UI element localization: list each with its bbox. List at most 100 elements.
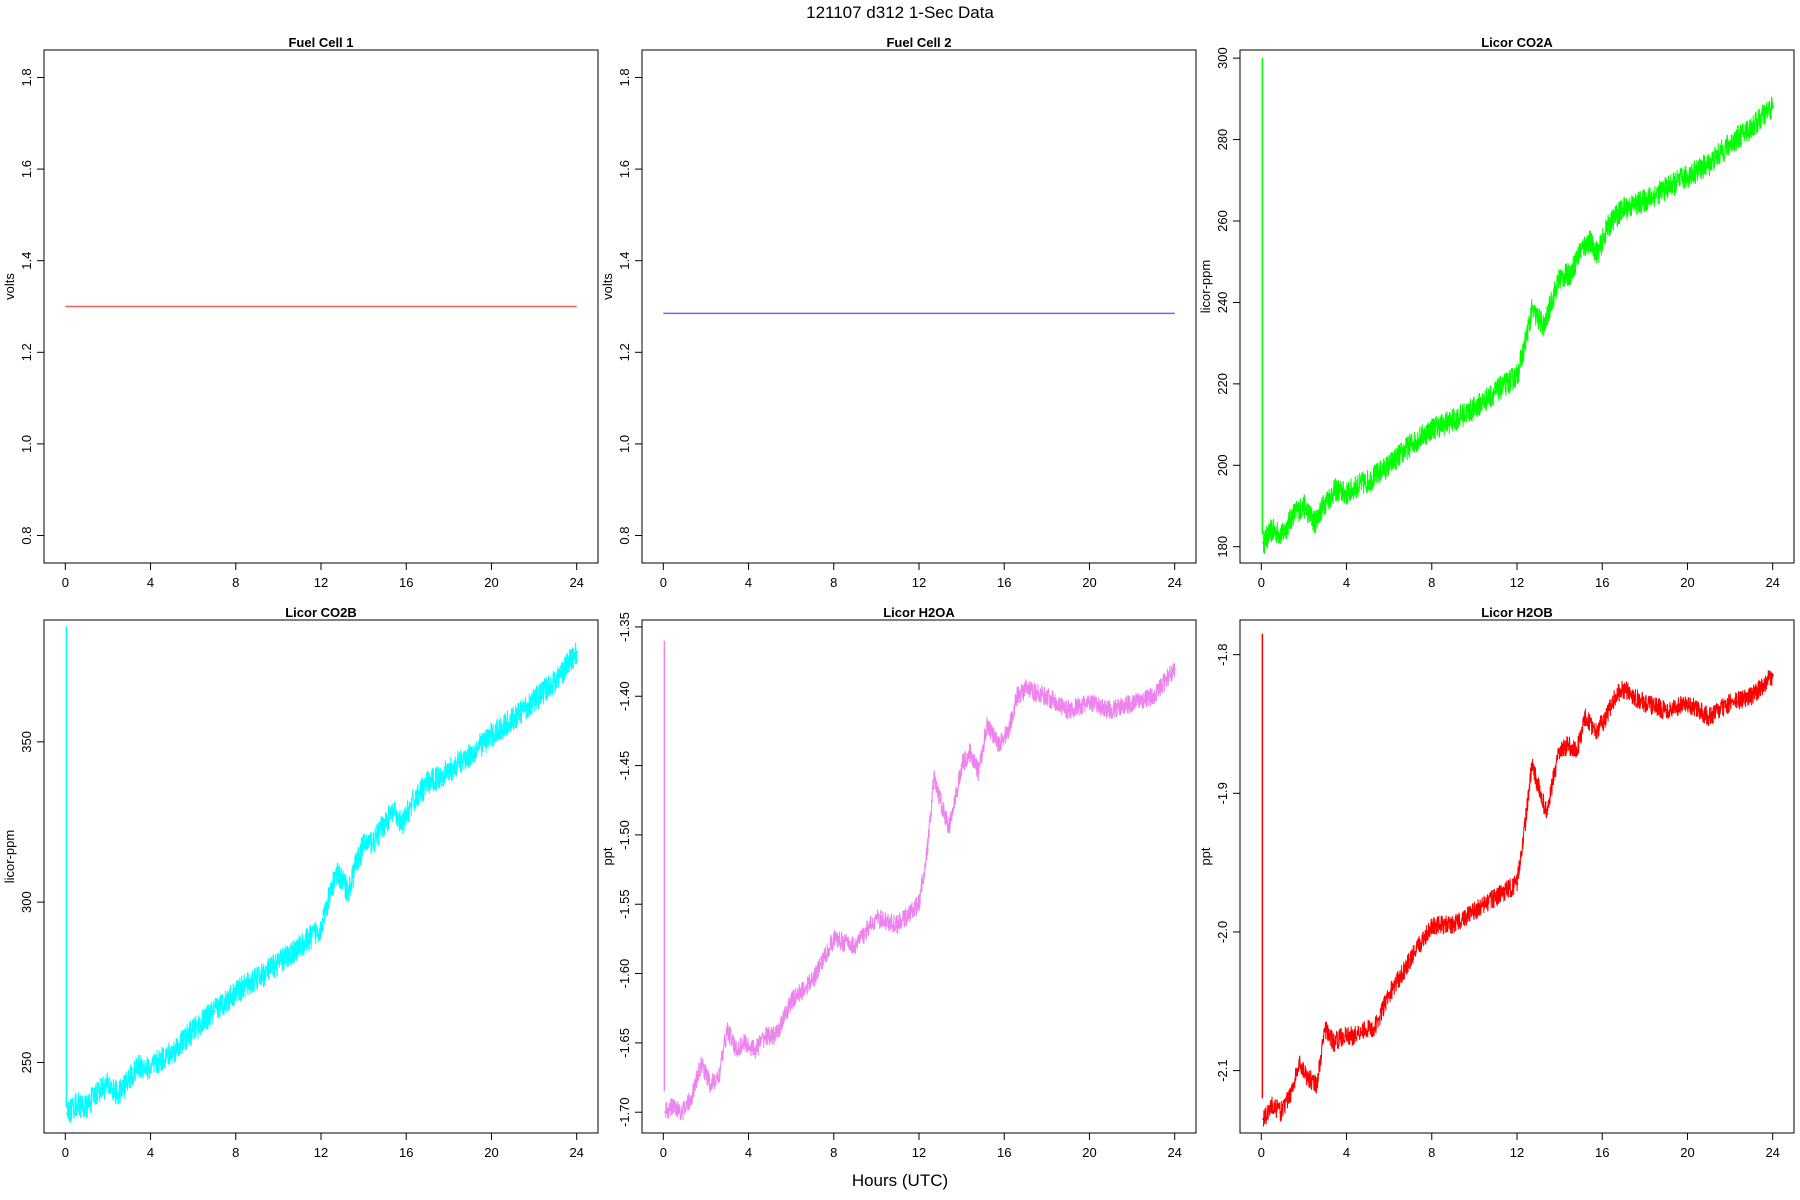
data-point — [409, 804, 412, 808]
y-tick-label: 280 — [1215, 129, 1230, 151]
data-point — [1152, 695, 1155, 698]
data-point — [1575, 750, 1578, 753]
y-axis: -1.70 -1.65 -1.60 -1.55 -1.50 -1.45 -1.40 -1.35 — [617, 612, 643, 1127]
data-point — [954, 799, 957, 802]
data-point — [1409, 443, 1412, 447]
data-point — [1594, 729, 1598, 733]
x-tick-label: 0 — [660, 575, 667, 590]
data-point — [149, 1067, 152, 1071]
x-tick-label: 12 — [1510, 1145, 1524, 1160]
data-point — [1324, 1027, 1327, 1031]
y-tick-label: -1.35 — [617, 612, 632, 642]
y-tick-label: -1.70 — [617, 1097, 632, 1127]
data-point — [789, 1000, 793, 1003]
series-line — [66, 642, 578, 1123]
data-point — [575, 650, 578, 654]
data-point — [1015, 695, 1019, 698]
data-point — [1664, 708, 1668, 712]
y-tick-label: 350 — [19, 731, 34, 753]
data-point — [926, 847, 929, 850]
data-point — [1451, 923, 1455, 927]
chart-panel-1: Fuel Cell 1 0 4 8 12 16 20 24 0.8 1.0 1.2 1.4 1.6 1.8… — [2, 35, 599, 590]
y-axis-label: licor-ppm — [2, 830, 17, 883]
y-axis: 180 200 220 240 260 280 300 — [1215, 47, 1241, 558]
y-tick-label: -2.0 — [1215, 921, 1230, 943]
data-point — [1707, 715, 1710, 719]
y-tick-label: -1.55 — [617, 889, 632, 919]
data-point — [1324, 500, 1327, 504]
data-point — [1530, 309, 1534, 312]
y-tick-label: 1.2 — [19, 343, 34, 361]
x-tick-label: 16 — [399, 1145, 413, 1160]
x-tick-label: 16 — [1595, 575, 1609, 590]
data-point — [1366, 480, 1370, 483]
data-point — [1530, 764, 1534, 767]
data-point — [117, 1093, 120, 1096]
x-tick-label: 20 — [1082, 575, 1096, 590]
data-point — [1622, 207, 1625, 210]
data-series-1 — [663, 640, 1176, 1121]
data-point — [1494, 896, 1497, 899]
data-point — [1558, 276, 1561, 280]
data-point — [1130, 701, 1134, 705]
data-point — [1515, 882, 1519, 885]
y-tick-label: 260 — [1215, 210, 1230, 232]
data-point — [74, 1102, 78, 1106]
y-tick-label: 240 — [1215, 292, 1230, 314]
data-point — [1583, 715, 1587, 719]
x-tick-label: 4 — [1343, 575, 1350, 590]
data-point — [1387, 993, 1391, 996]
y-tick-label: -1.45 — [617, 751, 632, 781]
x-tick-label: 24 — [1765, 1145, 1779, 1160]
data-point — [1292, 512, 1295, 516]
data-point — [490, 734, 493, 737]
data-point — [554, 679, 557, 683]
data-point — [917, 903, 921, 906]
data-point — [1430, 427, 1433, 430]
panel-title: Licor H2OA — [883, 605, 955, 620]
data-point — [1537, 317, 1540, 320]
x-tick-label: 24 — [1765, 575, 1779, 590]
data-point — [234, 990, 237, 994]
chart-panels: Fuel Cell 1 0 4 8 12 16 20 24 0.8 1.0 1.2 1.4 1.6 1.8… — [2, 35, 1795, 1160]
data-point — [1543, 325, 1546, 329]
data-point — [1524, 819, 1527, 823]
x-tick-label: 16 — [399, 575, 413, 590]
panel-title: Licor H2OB — [1481, 605, 1553, 620]
data-point — [128, 1077, 131, 1080]
data-point — [383, 820, 387, 824]
data-point — [85, 1106, 88, 1109]
data-point — [1728, 142, 1732, 145]
data-point — [960, 764, 963, 767]
x-tick-label: 8 — [830, 1145, 837, 1160]
y-axis: -2.1 -2.0 -1.9 -1.8 — [1215, 643, 1241, 1082]
data-point — [392, 811, 395, 814]
y-tick-label: -1.40 — [617, 681, 632, 711]
x-tick-label: 0 — [62, 575, 69, 590]
data-point — [334, 872, 338, 875]
data-point — [447, 769, 451, 772]
plot-frame — [641, 619, 1197, 1134]
data-point — [1750, 695, 1753, 698]
data-point — [1345, 492, 1348, 495]
x-axis: 0 4 8 12 16 20 24 — [660, 1132, 1182, 1160]
data-point — [977, 771, 980, 774]
y-tick-label: 1.4 — [617, 252, 632, 270]
panel-title: Licor CO2A — [1481, 35, 1553, 50]
data-point — [753, 1048, 757, 1052]
plot-frame — [1239, 49, 1795, 564]
data-point — [896, 923, 899, 927]
data-point — [1613, 215, 1617, 219]
data-series-1 — [1261, 633, 1774, 1127]
data-point — [298, 945, 301, 949]
data-point — [743, 1041, 746, 1045]
y-tick-label: 0.8 — [19, 526, 34, 544]
data-point — [681, 1111, 684, 1114]
data-point — [1552, 778, 1555, 781]
x-tick-label: 4 — [147, 575, 154, 590]
data-point — [1558, 750, 1561, 753]
data-point — [1515, 374, 1519, 377]
y-axis-label: volts — [600, 273, 615, 300]
y-tick-label: 1.8 — [617, 68, 632, 86]
y-tick-label: 200 — [1215, 454, 1230, 476]
